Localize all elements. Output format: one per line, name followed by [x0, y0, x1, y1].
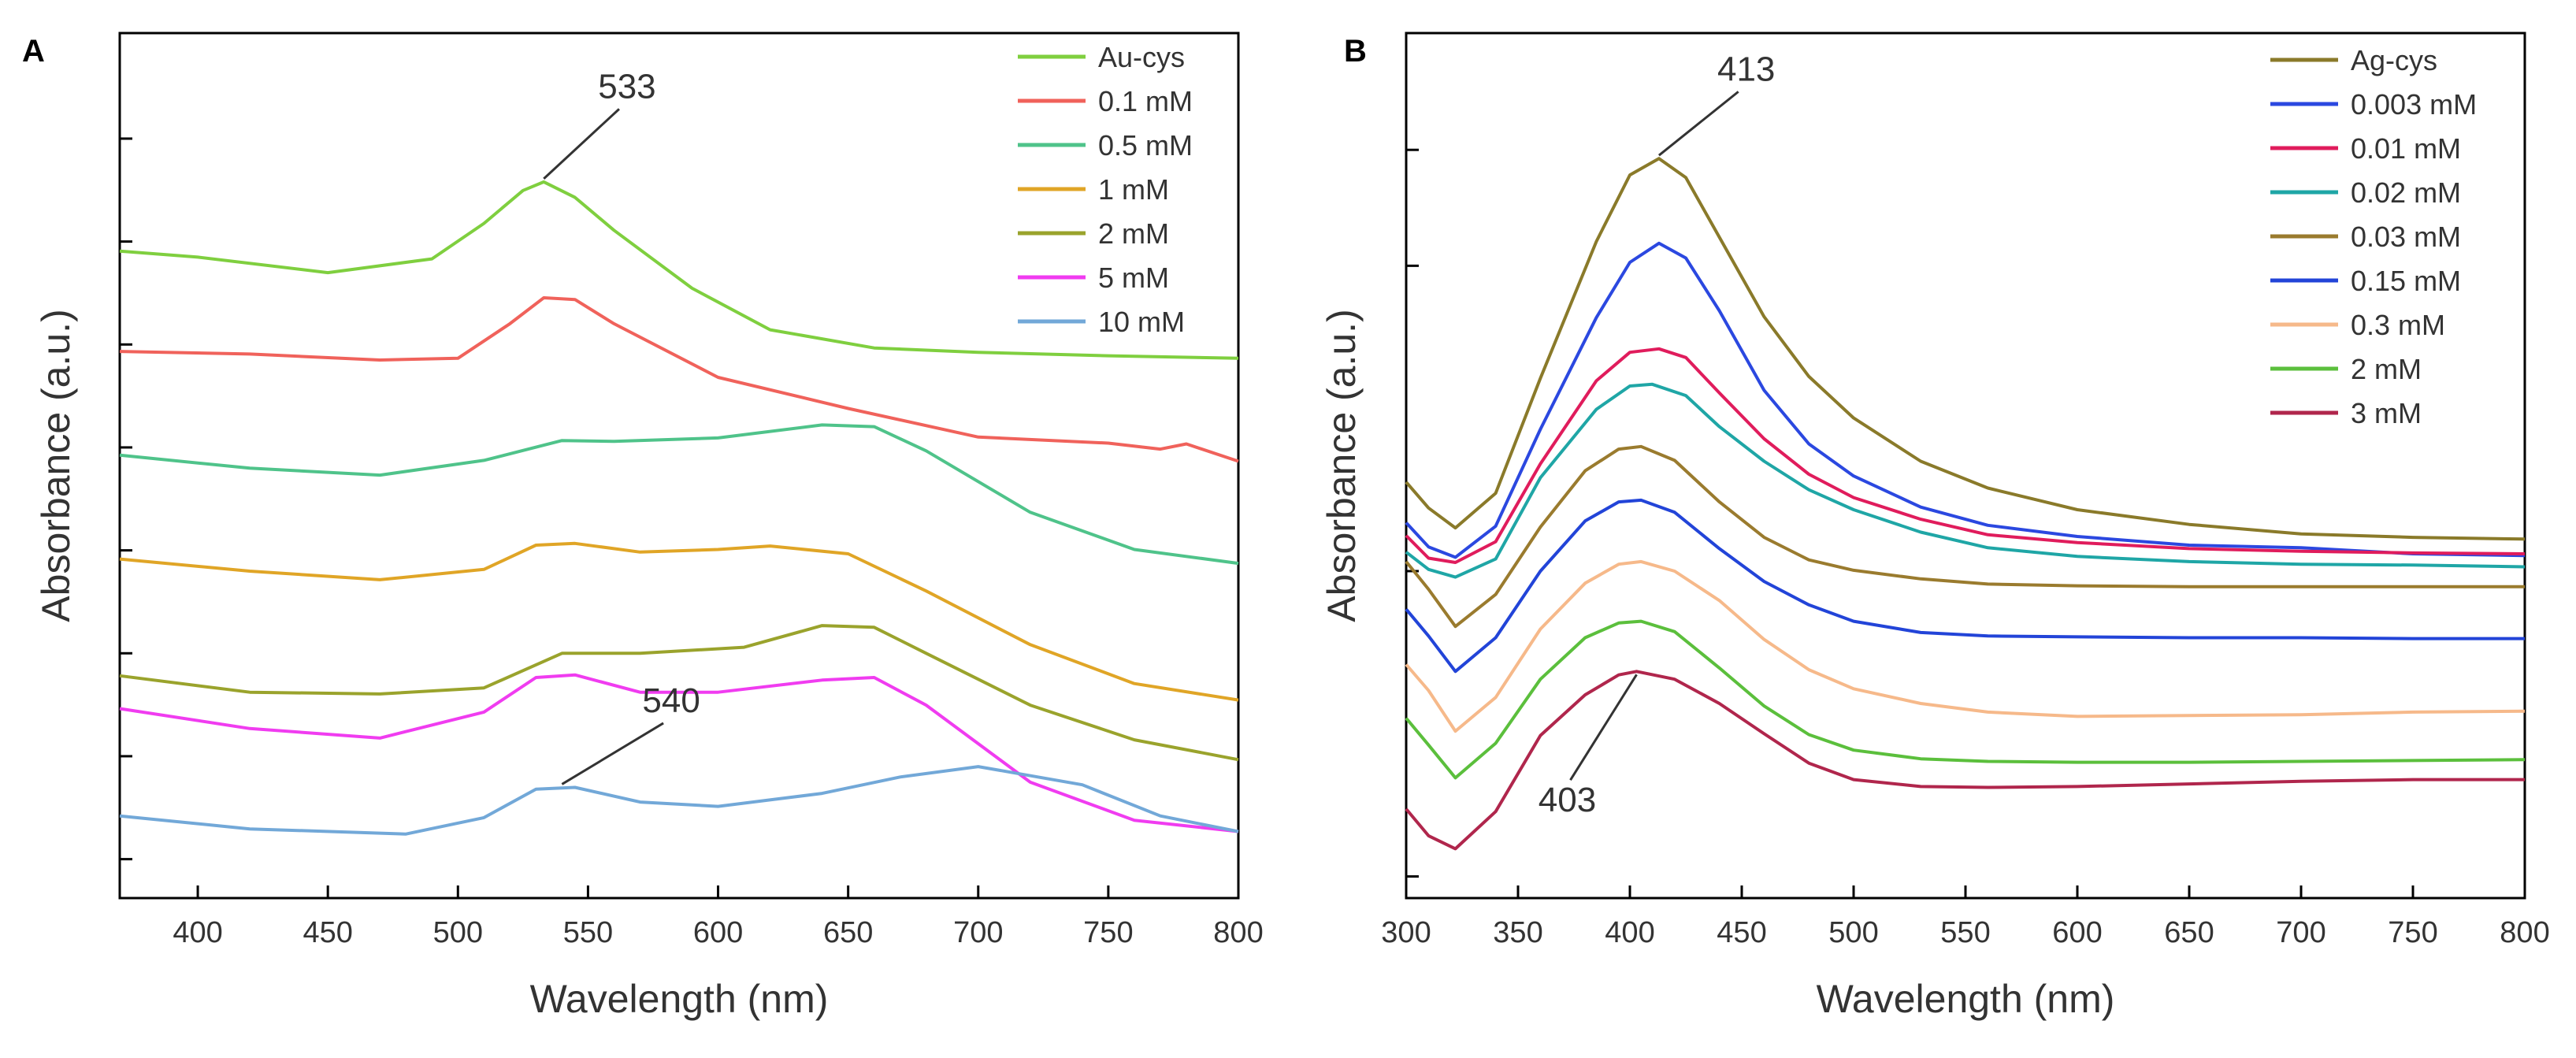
panel-b-annotation-leader-0	[1657, 91, 1739, 157]
panel-b-x-tick-label: 500	[1828, 916, 1878, 949]
panel-b-legend-label-8: 3 mM	[2351, 397, 2422, 429]
panel-b-y-axis-label: Absorbance (a.u.)	[1320, 309, 1364, 622]
panel-a-annotation-1: 540	[642, 681, 700, 720]
panel-b-annotation-leader-1	[1569, 674, 1638, 781]
panel-b-x-tick-label: 300	[1381, 916, 1431, 949]
panel-b-x-tick-label: 400	[1605, 916, 1654, 949]
panel-a-x-axis-label: Wavelength (nm)	[530, 977, 829, 1021]
panel-a-x-tick-label: 800	[1213, 916, 1263, 949]
panel-b-legend-label-0: Ag-cys	[2351, 44, 2437, 76]
panel-b-annotation-0: 413	[1717, 50, 1775, 88]
panel-b-annotation-1: 403	[1539, 781, 1596, 819]
panel-a-legend-label-2: 0.5 mM	[1098, 129, 1193, 161]
panel-a-series-line-4	[119, 624, 1239, 762]
panel-b-legend-label-5: 0.15 mM	[2351, 265, 2461, 297]
panel-b-x-tick-label: 750	[2388, 916, 2437, 949]
panel-b-legend-label-6: 0.3 mM	[2351, 309, 2445, 341]
panel-b-legend-label-7: 2 mM	[2351, 353, 2422, 385]
panel-a-x-tick-label: 600	[693, 916, 743, 949]
panel-a-x-tick-label: 550	[563, 916, 613, 949]
panel-a-x-tick-label: 500	[433, 916, 483, 949]
panel-a-annotation-0: 533	[598, 67, 655, 106]
panel-b-x-tick-label: 550	[1940, 916, 1990, 949]
panel-a-x-tick-label: 650	[823, 916, 873, 949]
panel-a-legend-label-1: 0.1 mM	[1098, 85, 1193, 117]
panel-a-series-line-2	[119, 423, 1239, 566]
panel-b-series-line-5	[1405, 498, 2525, 674]
panel-b-series-line-4	[1405, 444, 2525, 629]
panel-b-series-line-3	[1405, 382, 2526, 579]
panel-a-annotation-leader-0	[543, 108, 620, 180]
panel-b-panel-label: B	[1344, 34, 1367, 69]
panel-a-legend-label-6: 10 mM	[1098, 306, 1185, 338]
panel-a-plot-frame	[118, 32, 1240, 900]
panel-b-x-tick-label: 350	[1493, 916, 1542, 949]
panel-a-panel-label: A	[22, 34, 45, 69]
panel-b-x-tick-label: 600	[2052, 916, 2102, 949]
panel-b-legend-label-2: 0.01 mM	[2351, 132, 2461, 165]
panel-a-x-tick-label: 450	[303, 916, 352, 949]
panel-b-series-line-8	[1405, 670, 2525, 851]
panel-a-x-tick-label: 400	[173, 916, 222, 949]
panel-a-series-line-6	[119, 765, 1239, 836]
panel-a-legend-label-3: 1 mM	[1098, 173, 1169, 206]
panel-b-x-tick-label: 700	[2276, 916, 2325, 949]
panel-b-series-line-1	[1405, 241, 2526, 559]
panel-b-x-axis-label: Wavelength (nm)	[1817, 977, 2115, 1021]
panel-a-series-line-1	[119, 296, 1239, 463]
panel-b-legend-label-3: 0.02 mM	[2351, 176, 2461, 209]
panel-a-annotation-leader-1	[561, 722, 664, 785]
panel-a-series-line-3	[119, 541, 1239, 702]
panel-b-x-tick-label: 450	[1717, 916, 1766, 949]
panel-b-x-tick-label: 650	[2164, 916, 2214, 949]
panel-b-legend-label-1: 0.003 mM	[2351, 88, 2477, 121]
panel-a-legend-label-4: 2 mM	[1098, 217, 1169, 250]
panel-b-series-line-2	[1405, 347, 2526, 564]
panel-a-series-line-5	[119, 673, 1239, 833]
panel-a-x-tick-label: 700	[953, 916, 1003, 949]
panel-b-series-line-6	[1405, 559, 2526, 733]
panel-a-series-line-0	[119, 180, 1239, 360]
panel-b-legend-label-4: 0.03 mM	[2351, 221, 2461, 253]
panel-b-series-line-7	[1405, 619, 2526, 780]
panel-b-series-line-0	[1405, 157, 2526, 541]
panel-b-x-tick-label: 800	[2500, 916, 2549, 949]
panel-a-x-tick-label: 750	[1083, 916, 1133, 949]
panel-a-legend-label-0: Au-cys	[1098, 41, 1185, 73]
panel-a-y-axis-label: Absorbance (a.u.)	[34, 309, 78, 622]
panel-a-legend-label-5: 5 mM	[1098, 262, 1169, 294]
